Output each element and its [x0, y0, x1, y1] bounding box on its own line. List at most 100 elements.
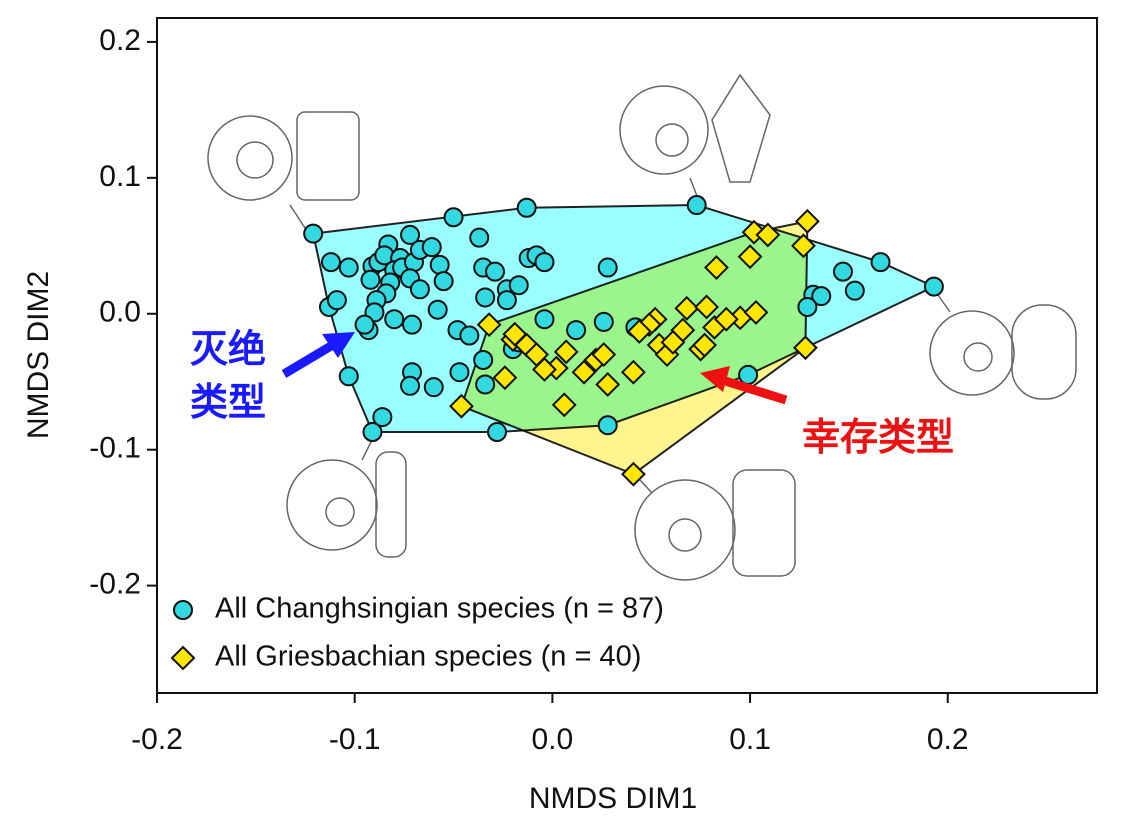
point	[487, 422, 508, 443]
point	[400, 375, 421, 396]
point	[694, 294, 719, 320]
arrow-head	[322, 332, 355, 358]
point	[473, 349, 494, 370]
point	[362, 422, 383, 443]
point	[532, 357, 557, 382]
annotation: 类型	[190, 382, 266, 424]
point	[870, 252, 891, 273]
point	[534, 309, 555, 330]
point	[686, 195, 707, 216]
point	[797, 296, 818, 317]
point	[326, 290, 347, 311]
point	[571, 359, 597, 385]
legend: All Changhsingian species (n = 87) All Gr…	[170, 593, 664, 673]
point	[476, 312, 502, 338]
point	[423, 377, 444, 398]
point	[844, 280, 865, 301]
x-tick-label: 0.2	[927, 723, 969, 756]
y-axis-label: NMDS DIM2	[22, 271, 55, 439]
point	[626, 319, 652, 344]
leader-line	[361, 439, 373, 461]
ammonite-drawing	[668, 518, 702, 552]
point	[743, 299, 769, 325]
point	[597, 415, 618, 436]
point	[372, 407, 393, 428]
point	[402, 314, 423, 335]
ammonite-drawing	[655, 123, 689, 157]
point	[360, 269, 381, 290]
point	[534, 252, 555, 273]
point	[443, 207, 464, 228]
ammonite-drawing	[236, 141, 274, 179]
ammonite-drawing	[207, 115, 293, 201]
point	[811, 286, 832, 307]
point	[421, 237, 442, 258]
arrow-head	[700, 366, 730, 392]
point	[621, 359, 646, 385]
point	[713, 306, 739, 332]
arrow	[281, 339, 339, 378]
y-tick-label: -0.1	[89, 432, 141, 465]
point	[593, 311, 614, 332]
x-axis-label: NMDS DIM1	[529, 782, 697, 815]
y-tick-label: 0.1	[99, 160, 141, 193]
point	[475, 287, 496, 308]
point	[475, 374, 496, 395]
point	[400, 224, 421, 245]
leader-line	[689, 177, 698, 197]
point	[303, 223, 324, 244]
point	[791, 233, 816, 259]
point	[433, 271, 454, 292]
y-tick-label: -0.2	[89, 568, 141, 601]
point	[591, 342, 617, 367]
ammonite-drawing	[929, 310, 1015, 396]
point	[595, 372, 621, 397]
point	[496, 290, 517, 311]
marks	[303, 195, 944, 487]
arrow	[720, 375, 788, 405]
point	[832, 261, 853, 282]
point	[597, 257, 618, 278]
annotation: 灭绝	[190, 328, 266, 371]
point	[384, 309, 405, 330]
ammonite-drawing	[296, 111, 360, 201]
point	[566, 320, 587, 341]
ammonite-drawing	[1011, 304, 1077, 400]
legend-marker	[173, 600, 193, 620]
ammonite-drawing	[711, 73, 771, 183]
point	[704, 255, 729, 280]
ammonite-drawing	[619, 85, 709, 175]
ammonite-drawings	[207, 73, 1077, 581]
point	[469, 227, 490, 248]
point	[553, 339, 579, 365]
point	[660, 329, 686, 355]
point	[449, 362, 470, 383]
ammonite-drawing	[286, 459, 378, 551]
annotation: 幸存类型	[802, 417, 954, 459]
point	[427, 299, 448, 320]
ammonite-drawing	[375, 451, 407, 558]
leader-line	[289, 204, 306, 229]
legend-label: All Griesbachian species (n = 40)	[215, 641, 641, 673]
point	[354, 314, 375, 335]
x-tick-label: -0.2	[131, 723, 183, 756]
y-tick-label: 0.0	[99, 296, 141, 329]
leader-line	[639, 479, 653, 494]
point	[502, 321, 528, 347]
point	[792, 335, 818, 361]
point	[409, 279, 430, 300]
x-tick-label: -0.1	[329, 723, 381, 756]
x-tick-label: 0.0	[532, 723, 574, 756]
ammonite-drawing	[325, 497, 355, 527]
point	[692, 332, 718, 358]
plot-frame	[156, 17, 1098, 694]
point	[516, 197, 537, 218]
y-tick-label: 0.2	[99, 24, 141, 57]
point	[508, 275, 529, 296]
point	[449, 393, 474, 419]
legend-marker	[170, 645, 196, 671]
point	[485, 261, 506, 282]
point	[320, 252, 341, 273]
point	[737, 244, 763, 270]
